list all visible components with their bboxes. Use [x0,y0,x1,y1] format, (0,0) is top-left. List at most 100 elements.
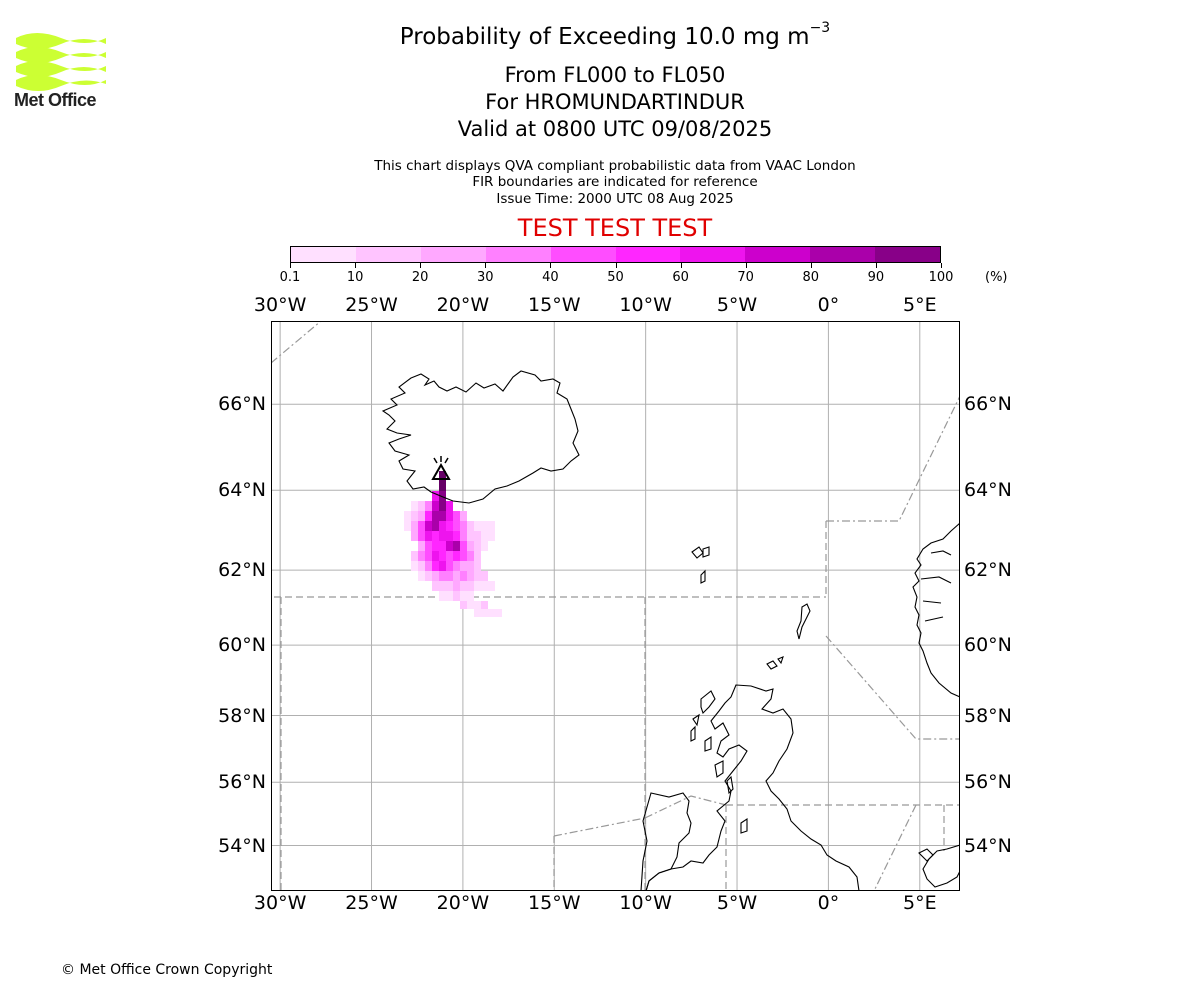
ash-cell [418,521,425,531]
ash-cell [411,561,418,571]
coastlines [381,370,960,891]
ash-cell [439,471,446,481]
ash-cell [439,481,446,491]
ash-cell [425,511,432,521]
ash-cell [460,601,467,609]
ash-cell [453,551,460,561]
ash-cell [411,551,418,561]
ash-cell [432,581,439,591]
ash-cell [453,511,460,521]
colorbar-segment [485,247,551,262]
ash-cell [418,561,425,571]
longitude-label: 15°W [528,294,581,316]
ash-cell [432,501,439,511]
ash-cell [474,531,481,541]
ash-cell [439,531,446,541]
ash-cell [439,551,446,561]
colorbar-tick [941,263,942,268]
ash-cell [432,541,439,551]
ash-cell [453,571,460,581]
colorbar-segment [680,247,746,262]
longitude-label: 5°E [902,892,937,914]
colorbar-tick-label: 40 [542,270,559,285]
longitude-label: 20°W [436,892,490,914]
ash-cell [446,541,453,551]
ash-cell [411,531,418,541]
volcano-name: For HROMUNDARTINDUR [485,90,745,114]
ash-cell [495,609,502,617]
latitude-label: 66°N [964,393,1012,416]
ash-cell [439,511,446,521]
ash-cell [425,571,432,581]
ash-cell [453,531,460,541]
ash-cell [488,531,495,541]
fir-boundaries [271,321,960,891]
ash-cell [439,571,446,581]
ash-cell [481,541,488,551]
ash-cell [425,551,432,561]
ash-cell [446,501,453,511]
latitude-label: 66°N [218,393,266,416]
colorbar-tick [485,263,487,268]
ash-cell [481,601,488,609]
colorbar [290,246,941,263]
colorbar-tick [290,263,291,268]
colorbar-segment [875,247,941,262]
ash-cell [446,511,453,521]
latitude-label: 60°N [218,634,266,657]
longitude-label: 10°W [619,892,672,914]
colorbar-tick-label: 0.1 [279,270,301,285]
ash-cell [460,591,467,601]
ash-cell [418,511,425,521]
ash-cell [488,609,495,617]
ash-cell [453,541,460,551]
ash-cell [488,521,495,531]
info-line-2: FIR boundaries are indicated for referen… [472,174,758,190]
ash-cell [460,581,467,591]
ash-cell [446,571,453,581]
latitude-label: 64°N [964,479,1012,502]
ash-cell [432,511,439,521]
colorbar-tick [420,263,422,268]
ash-cell [467,591,474,601]
ash-cell [453,561,460,571]
map-gridlines [271,321,960,891]
ash-cell [446,581,453,591]
colorbar-unit: (%) [985,270,1008,285]
met-office-logo-text: Met Office [14,90,97,110]
longitude-label: 20°W [436,294,490,316]
latitude-label: 56°N [964,771,1012,794]
chart-title: Probability of Exceeding 10.0 mg m−3 [399,20,831,50]
ash-cell [481,531,488,541]
colorbar-tick [745,263,747,268]
ash-cell [474,521,481,531]
ash-cell [453,581,460,591]
ash-probability-plume [404,471,502,617]
longitude-label: 25°W [345,892,398,914]
ash-cell [481,521,488,531]
ash-cell [418,551,425,561]
ash-cell [425,501,432,511]
colorbar-tick-label: 100 [928,270,954,285]
longitude-label: 10°W [619,294,672,316]
colorbar-tick-label: 60 [672,270,689,285]
ash-cell [432,561,439,571]
ash-cell [460,561,467,571]
ash-cell [474,609,481,617]
latitude-label: 54°N [218,834,266,857]
colorbar-tick-label: 30 [477,270,494,285]
colorbar-segment [355,247,421,262]
ash-cell [460,521,467,531]
ash-cell [425,561,432,571]
ash-cell [460,541,467,551]
ash-cell [481,571,488,581]
longitude-label: 30°W [253,294,307,316]
ash-cell [481,581,488,591]
ash-cell [474,601,481,609]
longitude-label: 5°W [716,294,758,316]
ash-cell [425,541,432,551]
colorbar-segment [550,247,616,262]
latitude-label: 62°N [964,559,1012,582]
colorbar-tick-label: 20 [411,270,429,285]
longitude-label: 25°W [345,294,398,316]
